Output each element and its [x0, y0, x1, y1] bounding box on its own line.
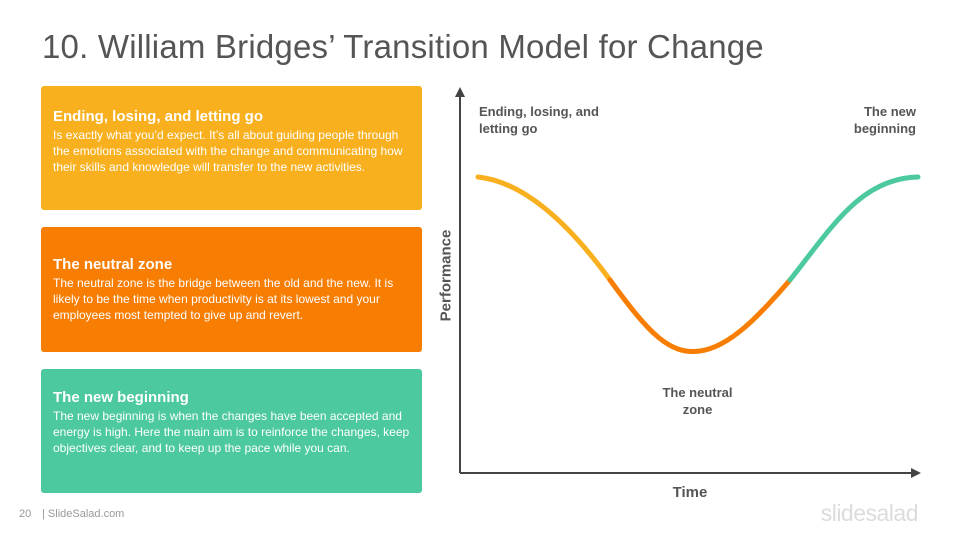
- curve-neutral-segment: [607, 277, 793, 354]
- slide-title: 10. William Bridges’ Transition Model fo…: [42, 28, 764, 65]
- card-neutral-zone: The neutral zone The neutral zone is the…: [41, 227, 422, 352]
- label-new-beginning: The new beginning: [853, 104, 916, 136]
- card-neutral-body: The neutral zone is the bridge between t…: [53, 276, 394, 322]
- card-new-body: The new beginning is when the changes ha…: [53, 409, 410, 455]
- card-ending-body: Is exactly what you’d expect. It’s all a…: [53, 128, 403, 174]
- x-axis-label: Time: [672, 484, 708, 501]
- label-ending: Ending, losing, and letting go: [479, 104, 599, 136]
- curve-new-segment: [787, 174, 921, 283]
- card-new-beginning: The new beginning The new beginning is w…: [41, 369, 422, 493]
- card-neutral-heading: The neutral zone: [53, 256, 173, 273]
- page-number: 20: [19, 508, 32, 520]
- card-ending: Ending, losing, and letting go Is exactl…: [41, 86, 422, 210]
- card-new-heading: The new beginning: [53, 389, 189, 406]
- slidesalad-logo: slidesalad: [820, 500, 919, 526]
- footer-site: | SlideSalad.com: [42, 508, 125, 520]
- transition-curve-svg: [455, 87, 921, 478]
- curve-ending-segment: [475, 174, 613, 283]
- label-neutral-zone: The neutral zone: [662, 385, 733, 417]
- transition-diagram: Ending, losing, and letting go The new b…: [430, 80, 930, 510]
- y-axis-label: Performance: [437, 229, 455, 322]
- card-ending-heading: Ending, losing, and letting go: [53, 108, 263, 125]
